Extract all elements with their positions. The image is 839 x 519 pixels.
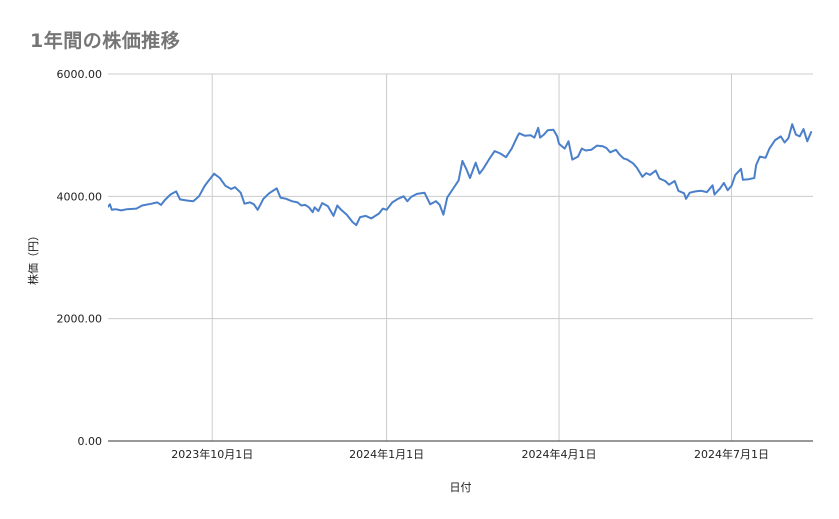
x-tick-label: 2024年1月1日 bbox=[349, 447, 424, 461]
y-axis-title: 株価（円） bbox=[26, 230, 40, 285]
chart-title: 1年間の株価推移 bbox=[30, 30, 181, 52]
x-tick-label: 2024年7月1日 bbox=[694, 447, 769, 461]
y-tick-label: 4000.00 bbox=[57, 190, 103, 203]
y-tick-label: 6000.00 bbox=[57, 68, 103, 81]
x-tick-label: 2023年10月1日 bbox=[171, 447, 253, 461]
series-line bbox=[108, 123, 813, 227]
x-axis-title: 日付 bbox=[450, 481, 472, 494]
x-tick-label: 2024年4月1日 bbox=[522, 447, 597, 461]
y-tick-label: 2000.00 bbox=[57, 313, 103, 326]
y-tick-label: 0.00 bbox=[78, 435, 103, 448]
